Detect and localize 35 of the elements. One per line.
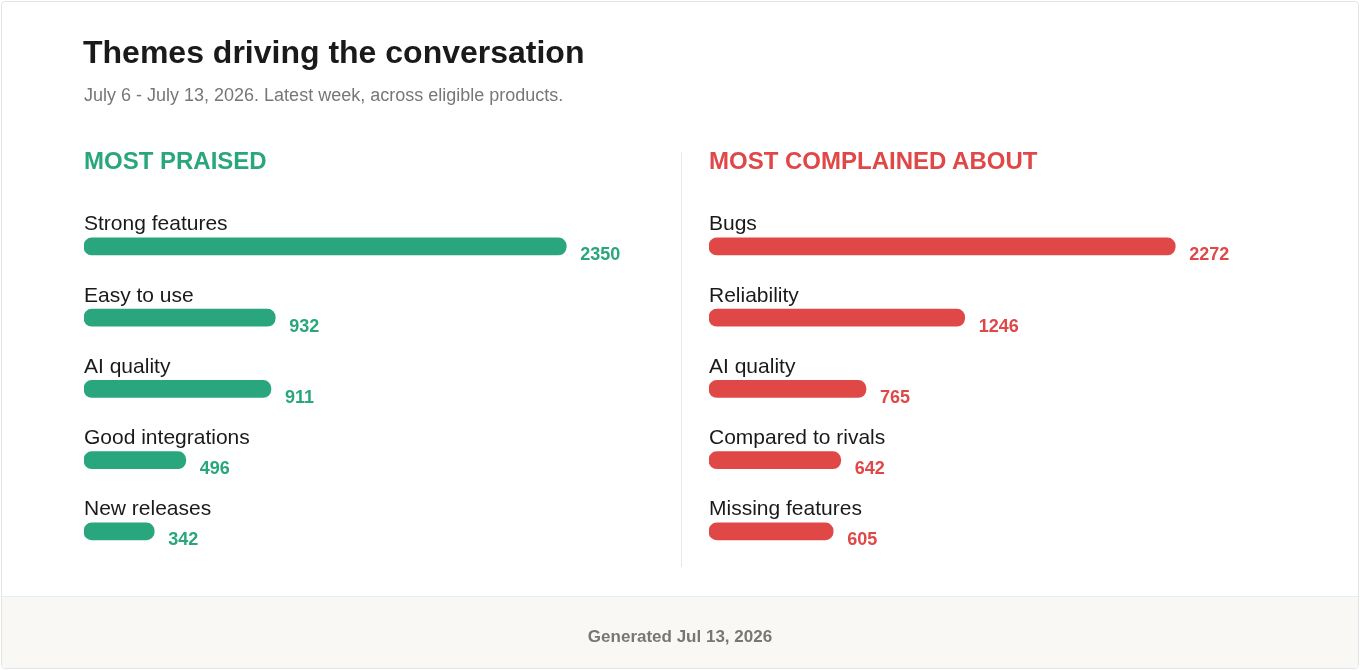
category-label: Bugs bbox=[709, 211, 757, 235]
text: July 6 - July 13, 2026. Latest week, across eligible products. bbox=[84, 85, 564, 106]
data-label: 2350 bbox=[580, 244, 621, 265]
bar bbox=[84, 451, 187, 469]
text: Generated Jul 13, 2026 bbox=[586, 627, 774, 647]
data-label: 642 bbox=[854, 458, 885, 479]
bar bbox=[709, 451, 842, 469]
data-label: 605 bbox=[847, 529, 878, 550]
data-label: 2272 bbox=[1189, 244, 1230, 265]
category-label: Compared to rivals bbox=[709, 425, 886, 449]
bar bbox=[84, 522, 155, 541]
bar bbox=[84, 308, 276, 327]
bar bbox=[84, 237, 567, 256]
data-label: 1246 bbox=[978, 315, 1019, 336]
bar bbox=[84, 380, 272, 398]
data-label: 342 bbox=[168, 529, 199, 550]
category-label: Strong features bbox=[84, 211, 228, 235]
bar bbox=[709, 308, 966, 327]
text: Themes driving the conversation bbox=[83, 34, 585, 71]
data-label: 911 bbox=[284, 386, 314, 407]
category-label: Reliability bbox=[709, 282, 799, 306]
category-label: Missing features bbox=[709, 496, 862, 520]
chart-title: MOST COMPLAINED ABOUT bbox=[709, 147, 1038, 175]
category-label: AI quality bbox=[709, 353, 796, 377]
category-label: Easy to use bbox=[84, 282, 194, 306]
bar bbox=[709, 380, 867, 398]
category-label: Good integrations bbox=[84, 425, 250, 449]
data-label: 932 bbox=[289, 315, 320, 336]
bar bbox=[709, 237, 1176, 256]
category-label: AI quality bbox=[84, 353, 171, 377]
data-label: 496 bbox=[199, 458, 230, 479]
chart-title: MOST PRAISED bbox=[84, 147, 267, 175]
bar bbox=[709, 522, 834, 541]
data-label: 765 bbox=[879, 386, 911, 407]
category-label: New releases bbox=[84, 496, 212, 520]
